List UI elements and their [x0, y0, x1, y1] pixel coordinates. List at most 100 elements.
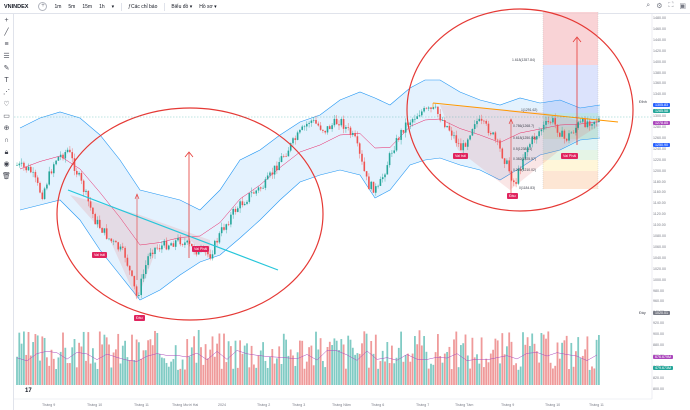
- candle-body: [496, 139, 499, 141]
- price-tick-label: 1000.00: [653, 277, 666, 282]
- candle-body: [23, 162, 25, 167]
- candle-body: [172, 243, 175, 247]
- price-tick-label: 1060.00: [653, 244, 666, 249]
- volume-bar: [207, 358, 209, 385]
- add-symbol-icon[interactable]: +: [38, 2, 48, 11]
- fib-icon[interactable]: ☰: [3, 53, 10, 60]
- trendline-icon[interactable]: ╱: [4, 29, 9, 36]
- volume-bar: [303, 368, 306, 385]
- left-circle-annotation: [56, 107, 324, 321]
- interval-1m[interactable]: 1m: [54, 3, 62, 10]
- volume-bar: [170, 361, 172, 385]
- candle-body: [361, 153, 363, 162]
- candle-body: [186, 240, 188, 243]
- search-icon[interactable]: ⌕: [646, 2, 651, 9]
- candle-body: [400, 129, 402, 140]
- candle-body: [418, 115, 421, 117]
- volume-bar: [273, 363, 276, 385]
- volume-bar: [46, 357, 48, 385]
- right-neckline: [432, 102, 619, 123]
- price-tick-label: 1020.00: [653, 266, 666, 271]
- left-pattern-shoulder-left-label: Vai trái: [92, 252, 107, 258]
- candle-body: [181, 244, 184, 246]
- price-highlight-label: 1250.90: [653, 143, 670, 147]
- volume-bar: [259, 350, 262, 385]
- candle-body: [430, 107, 432, 109]
- volume-bar: [227, 341, 230, 385]
- interval-1h[interactable]: 1h: [99, 3, 105, 10]
- interval-dropdown-icon[interactable]: ▾: [111, 3, 115, 10]
- volume-bar: [308, 347, 310, 385]
- volume-bar: [471, 337, 474, 385]
- candle-body: [356, 136, 359, 144]
- candle-body: [46, 184, 48, 189]
- volume-bar: [287, 355, 290, 385]
- settings-icon[interactable]: ⚙: [656, 3, 663, 10]
- volume-bar: [126, 357, 129, 385]
- candle-body: [43, 188, 46, 200]
- pattern-icon[interactable]: ⋰: [3, 89, 10, 96]
- volume-bar: [135, 339, 138, 385]
- candle-body: [260, 187, 262, 189]
- volume-bar: [16, 356, 18, 385]
- price-tick-label: 880.00: [653, 343, 664, 347]
- candle-body: [161, 245, 163, 250]
- camera-icon[interactable]: ▣: [679, 3, 686, 10]
- indicators-button[interactable]: ƒCác chỉ báo: [128, 3, 158, 10]
- magnet-icon[interactable]: ∩: [3, 137, 10, 144]
- layout-button[interactable]: Hồ sơ ▾: [199, 3, 217, 10]
- trash-icon[interactable]: 🗑︎: [2, 173, 11, 180]
- candle-body: [64, 152, 67, 159]
- candle-body: [301, 126, 303, 130]
- candle-body: [490, 133, 492, 135]
- price-tick-label: 1080.00: [653, 234, 666, 238]
- volume-bar: [473, 357, 476, 385]
- text-icon[interactable]: T: [4, 77, 9, 84]
- candle-body: [377, 185, 379, 187]
- ruler-icon[interactable]: ▭: [3, 113, 10, 120]
- candle-body: [450, 130, 453, 136]
- interval-15m[interactable]: 15m: [82, 3, 93, 10]
- symbol-name[interactable]: VNINDEX: [4, 3, 29, 10]
- eye-icon[interactable]: ◉: [3, 161, 10, 168]
- volume-bar: [526, 337, 529, 385]
- candle-body: [515, 182, 517, 184]
- price-highlight-label: 1020.01: [653, 311, 670, 315]
- candle-body: [239, 201, 241, 209]
- lock-icon[interactable]: 🔒︎: [4, 149, 9, 156]
- layout-label: Hồ sơ: [199, 3, 213, 10]
- volume-bar: [434, 352, 437, 385]
- candle-body: [289, 143, 292, 151]
- volume-bar: [186, 339, 189, 385]
- candle-body: [209, 254, 211, 259]
- volume-bar: [50, 349, 53, 385]
- right-pattern-head-label: Đầu: [507, 193, 518, 199]
- candle-body: [243, 203, 246, 206]
- divider: [121, 2, 123, 11]
- tradingview-logo: 17: [25, 388, 32, 394]
- candle-body: [395, 138, 398, 151]
- candle-body: [388, 153, 391, 166]
- candle-body: [547, 120, 550, 123]
- volume-bar: [365, 333, 368, 385]
- chart-type-button[interactable]: Biểu đồ ▾: [171, 3, 193, 10]
- fullscreen-icon[interactable]: ⛶: [668, 2, 674, 9]
- volume-bar: [167, 366, 170, 385]
- volume-bar: [110, 367, 113, 385]
- heart-icon[interactable]: ♡: [3, 101, 10, 108]
- volume-bar: [289, 349, 292, 385]
- horizontal-line-icon[interactable]: ≡: [4, 41, 9, 48]
- volume-bar: [25, 354, 28, 385]
- candle-body: [266, 175, 269, 180]
- interval-5m[interactable]: 5m: [68, 3, 76, 10]
- peak-side-label: Đỉnh: [639, 100, 647, 104]
- crosshair-icon[interactable]: +: [4, 17, 9, 24]
- candle-body: [211, 254, 214, 259]
- zoom-icon[interactable]: ⊕: [3, 125, 10, 132]
- volume-bar: [480, 337, 483, 385]
- brush-icon[interactable]: ✎: [3, 65, 10, 72]
- candle-body: [285, 156, 287, 157]
- volume-bar: [515, 363, 517, 385]
- volume-bar: [197, 330, 200, 385]
